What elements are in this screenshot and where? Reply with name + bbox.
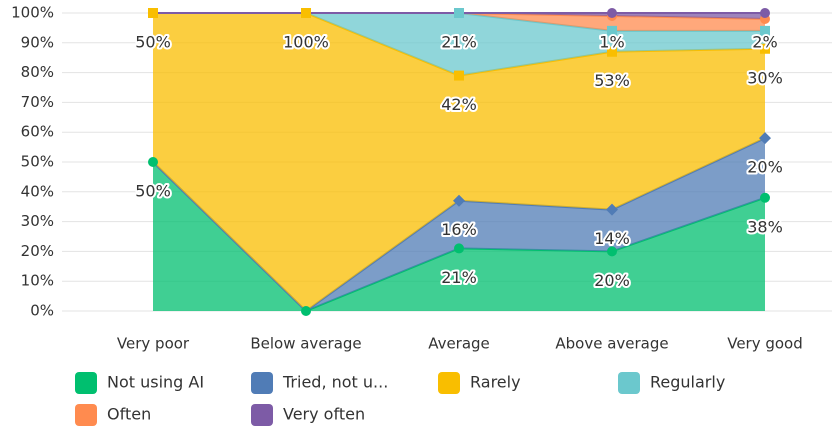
legend-label: Often xyxy=(107,405,151,424)
value-label: 100% xyxy=(283,33,329,52)
x-tick-label: Very good xyxy=(727,335,803,353)
y-tick-label: 90% xyxy=(21,33,54,51)
marker xyxy=(453,194,465,207)
y-tick-label: 60% xyxy=(21,123,54,141)
value-label: 14% xyxy=(594,229,630,248)
marker xyxy=(760,25,770,36)
legend-label: Rarely xyxy=(470,373,521,392)
marker xyxy=(607,8,617,18)
x-tick-label: Very poor xyxy=(117,335,190,353)
legend-swatch xyxy=(618,372,640,394)
y-tick-label: 30% xyxy=(21,212,54,230)
y-tick-label: 80% xyxy=(21,63,54,81)
x-tick-label: Above average xyxy=(555,335,668,353)
marker xyxy=(454,8,464,18)
marker xyxy=(607,25,617,36)
value-label: 2% xyxy=(752,33,777,52)
value-label: 50% xyxy=(135,182,171,201)
marker xyxy=(760,43,770,54)
legend-label: Regularly xyxy=(650,373,725,392)
x-tick-label: Average xyxy=(428,335,490,353)
marker xyxy=(760,192,770,203)
y-tick-label: 10% xyxy=(21,272,54,290)
area xyxy=(153,162,765,311)
y-tick-label: 0% xyxy=(30,302,54,320)
legend-label: Very often xyxy=(283,405,365,424)
y-tick-label: 100% xyxy=(11,4,54,22)
marker xyxy=(607,246,617,257)
y-tick-label: 20% xyxy=(21,242,54,260)
value-label: 16% xyxy=(441,220,477,239)
value-label: 38% xyxy=(747,217,783,236)
legend-swatch xyxy=(251,372,273,394)
marker xyxy=(454,243,464,254)
value-label: 20% xyxy=(594,271,630,290)
y-tick-label: 40% xyxy=(21,182,54,200)
marker xyxy=(148,8,158,18)
marker xyxy=(301,8,311,18)
value-label: 50% xyxy=(135,33,171,52)
marker xyxy=(454,70,464,81)
marker xyxy=(148,157,158,167)
y-tick-label: 70% xyxy=(21,93,54,111)
area xyxy=(153,13,765,311)
marker xyxy=(759,132,771,145)
legend-swatch xyxy=(438,372,460,394)
area xyxy=(153,13,765,76)
marker xyxy=(606,203,618,216)
area xyxy=(153,138,765,311)
value-label: 42% xyxy=(441,95,477,114)
legend-label: Tried, not u... xyxy=(282,373,388,392)
marker xyxy=(607,46,617,57)
value-label: 1% xyxy=(599,33,624,52)
legend-swatch xyxy=(75,372,97,394)
marker xyxy=(301,306,311,316)
x-tick-label: Below average xyxy=(250,335,361,353)
value-label: 53% xyxy=(594,71,630,90)
value-label: 21% xyxy=(441,33,477,52)
value-label: 20% xyxy=(747,158,783,177)
legend-swatch xyxy=(251,404,273,426)
value-label: 21% xyxy=(441,268,477,287)
legend-swatch xyxy=(75,404,97,426)
legend-label: Not using AI xyxy=(107,373,204,392)
marker xyxy=(760,8,770,18)
y-tick-label: 50% xyxy=(21,153,54,171)
value-label: 30% xyxy=(747,68,783,87)
